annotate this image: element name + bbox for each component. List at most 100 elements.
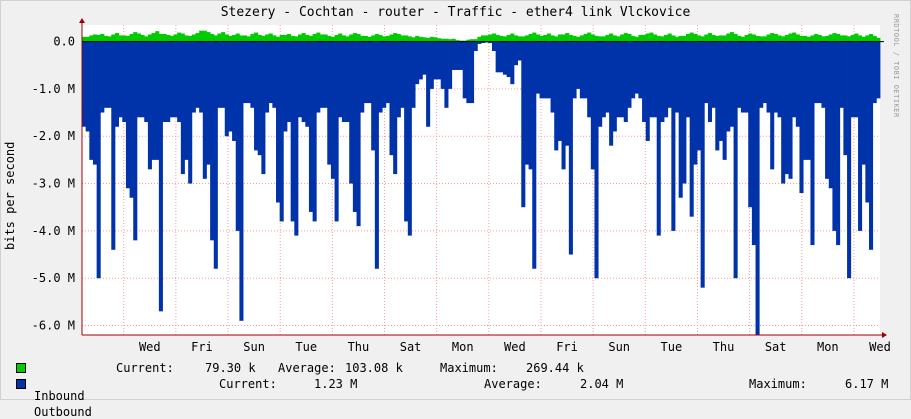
inbound-bar (696, 35, 702, 42)
inbound-bar (180, 33, 185, 42)
inbound-bar (667, 33, 672, 42)
inbound-bar (276, 36, 281, 42)
inbound-bar (85, 36, 90, 42)
inbound-bar (319, 34, 324, 42)
inbound-bar (565, 33, 570, 42)
inbound-bar (107, 36, 112, 42)
outbound-bar (653, 41, 658, 118)
inbound-bar (341, 35, 346, 42)
inbound-bar (374, 33, 379, 42)
outbound-bar (261, 41, 266, 175)
inbound-bar (762, 36, 767, 42)
outbound-bar (155, 41, 160, 160)
inbound-bar (572, 35, 577, 42)
inbound-bar (598, 36, 603, 42)
inbound-bar (704, 34, 709, 42)
outbound-bar (118, 41, 123, 118)
inbound-bar (601, 36, 606, 42)
outbound-bar (722, 41, 727, 160)
inbound-bar (235, 33, 240, 42)
inbound-bar (122, 35, 127, 42)
inbound-bar (587, 32, 592, 42)
outbound-bar (451, 41, 456, 70)
outbound-bar (301, 41, 306, 123)
outbound-bar (433, 41, 438, 80)
inbound-bar (854, 33, 859, 42)
outbound-bar (634, 41, 639, 94)
outbound-bar (784, 41, 789, 175)
inbound-bar (803, 35, 808, 42)
outbound-bar (276, 41, 281, 203)
outbound-bar (217, 41, 222, 108)
outbound-bar (843, 41, 848, 156)
inbound-bar (305, 34, 310, 42)
inbound-bar (184, 35, 189, 42)
inbound-bar (426, 37, 431, 42)
inbound-bar (136, 33, 141, 42)
outbound-bar (649, 41, 654, 118)
outbound-bar (305, 41, 310, 127)
outbound-bar (191, 41, 196, 113)
outbound-bar (319, 41, 324, 108)
inbound-bar (660, 36, 665, 42)
inbound-bar (411, 37, 416, 42)
inbound-bar (404, 35, 409, 42)
outbound-bar (667, 41, 672, 108)
inbound-bar (89, 35, 94, 42)
inbound-bar (649, 32, 654, 42)
inbound-bar (876, 37, 881, 42)
inbound-bar (568, 34, 573, 42)
inbound-bar (349, 34, 354, 42)
inbound-bar (843, 35, 848, 42)
inbound-bar (748, 33, 753, 42)
inbound-bar (385, 35, 390, 42)
outbound-bar (825, 41, 830, 179)
outbound-bar (620, 41, 625, 118)
inbound-bar (144, 36, 149, 42)
inbound-bar (656, 35, 661, 42)
outbound-bar (349, 41, 354, 184)
inbound-bar (755, 35, 760, 42)
outbound-bar (528, 41, 533, 170)
x-tick-label: Fri (191, 340, 213, 354)
outbound-bar (385, 41, 390, 104)
inbound-bar (254, 32, 259, 42)
legend-outbound: Outbound (16, 377, 92, 419)
inbound-bar (155, 31, 160, 42)
outbound-bar (114, 41, 119, 127)
inbound-bar (495, 34, 500, 42)
inbound-bar (290, 35, 295, 42)
outbound-bar (239, 41, 244, 321)
inbound-bar (308, 35, 314, 42)
inbound-bar (473, 39, 478, 42)
inbound-bar (777, 35, 782, 42)
outbound-bar (341, 41, 346, 123)
outbound-bar (96, 41, 101, 279)
outbound-bar (415, 41, 420, 85)
inbound-bar (488, 34, 493, 42)
inbound-bar (718, 35, 723, 42)
inbound-bar (839, 35, 844, 42)
inbound-bar (455, 40, 460, 42)
outbound-bar (210, 41, 215, 241)
outbound-bar (279, 41, 284, 222)
outbound-bar (733, 41, 738, 279)
outbound-bar (565, 41, 570, 146)
outbound-bar (642, 41, 647, 123)
inbound-bar (169, 35, 174, 42)
inbound-bar (631, 35, 636, 42)
inbound-bar (422, 37, 427, 42)
outbound-bar (224, 41, 229, 137)
inbound-bar (418, 36, 423, 42)
outbound-bar (495, 41, 500, 73)
outbound-bar (601, 41, 606, 118)
inbound-bar (265, 34, 270, 42)
outbound-bar (173, 41, 178, 118)
inbound-bar (828, 34, 833, 42)
outbound-bar (422, 41, 427, 75)
inbound-bar (645, 33, 650, 42)
outbound-bar (810, 41, 815, 246)
inbound-bar (733, 33, 738, 42)
outbound-bar (726, 41, 731, 132)
outbound-bar (817, 41, 822, 104)
